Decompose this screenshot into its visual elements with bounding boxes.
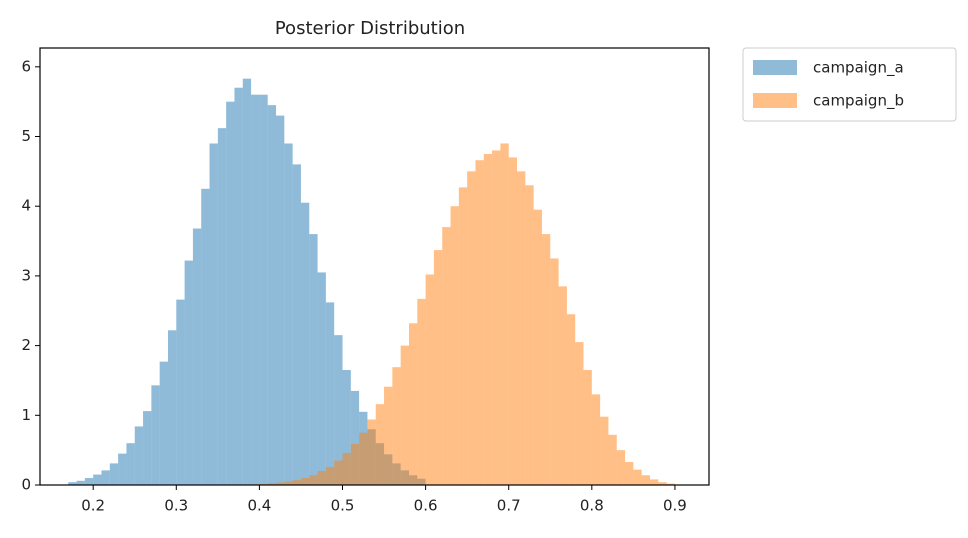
histogram-bar [534, 210, 542, 485]
axes-frame [40, 48, 709, 485]
histogram-bar [600, 417, 608, 485]
histogram-bar [193, 229, 201, 485]
histogram-bar [85, 478, 93, 485]
plot-area [68, 79, 675, 485]
histogram-bar [243, 79, 251, 485]
histogram-bar [210, 143, 218, 485]
histogram-bar [268, 105, 276, 485]
y-tick-label: 1 [21, 406, 31, 424]
histogram-bar [351, 444, 359, 485]
x-tick-label: 0.2 [81, 497, 105, 515]
x-tick-label: 0.7 [497, 497, 521, 515]
y-tick-label: 5 [21, 127, 31, 145]
histogram-bar [318, 471, 326, 485]
histogram-bar [500, 143, 508, 485]
histogram-bar [168, 330, 176, 485]
histogram-bar [226, 102, 234, 485]
legend-swatch [753, 60, 797, 75]
histogram-bar [77, 481, 85, 485]
x-tick-label: 0.5 [331, 497, 355, 515]
histogram-bar [218, 128, 226, 485]
legend-label: campaign_b [813, 92, 904, 111]
histogram-bar [251, 95, 259, 485]
histogram-bar [326, 302, 334, 485]
histogram-bar [326, 467, 334, 485]
histogram-bar [160, 362, 168, 485]
histogram-bar [417, 299, 425, 485]
histogram-bar [434, 250, 442, 485]
histogram-bar [93, 475, 101, 485]
chart-title: Posterior Distribution [275, 18, 465, 39]
histogram-bar [475, 160, 483, 485]
histogram-bar [401, 346, 409, 485]
histogram-bar [575, 342, 583, 485]
histogram-bar [293, 164, 301, 485]
y-tick-label: 0 [21, 476, 31, 494]
x-tick-label: 0.6 [414, 497, 438, 515]
histogram-bar [309, 475, 317, 485]
histogram-bar [584, 370, 592, 485]
histogram-bar [642, 475, 650, 485]
x-tick-label: 0.3 [164, 497, 188, 515]
histogram-bar [459, 187, 467, 485]
histogram-bar [409, 323, 417, 485]
histogram-bar [276, 116, 284, 485]
histogram-bar [608, 435, 616, 485]
histogram-bar [442, 227, 450, 485]
y-tick-label: 4 [21, 197, 31, 215]
legend-label: campaign_a [813, 59, 904, 78]
histogram-bar [101, 470, 109, 485]
histogram-bar [334, 461, 342, 485]
histogram-bar [118, 454, 126, 485]
histogram-bar [110, 463, 118, 485]
histogram-bar [625, 462, 633, 485]
y-tick-label: 2 [21, 336, 31, 354]
histogram-bar [392, 367, 400, 485]
histogram-bar [284, 143, 292, 485]
histogram-bar [525, 185, 533, 485]
histogram-bar [550, 258, 558, 485]
histogram-bar [185, 261, 193, 485]
histogram-bar [426, 275, 434, 485]
legend-swatch [753, 93, 797, 108]
histogram-bar [301, 478, 309, 485]
histogram-bar [617, 450, 625, 485]
histogram-bar [135, 426, 143, 485]
histogram-bar [376, 404, 384, 485]
histogram-bar [367, 419, 375, 485]
histogram-bar [343, 453, 351, 485]
histogram-bar [259, 95, 267, 485]
histogram-bar [509, 157, 517, 485]
x-tick-label: 0.9 [663, 497, 687, 515]
histogram-bar [201, 189, 209, 485]
histogram-bar [151, 385, 159, 485]
histogram-bar [301, 203, 309, 485]
histogram-bar [467, 171, 475, 485]
histogram-bar [234, 88, 242, 485]
histogram-bar [293, 480, 301, 485]
histogram-bar [592, 394, 600, 485]
histogram-bar [567, 314, 575, 485]
histogram-bar [384, 387, 392, 485]
histogram-bar [492, 150, 500, 485]
histogram-bar [143, 411, 151, 485]
histogram-bar [559, 286, 567, 485]
histogram-bar [359, 433, 367, 485]
histogram-bar [126, 443, 134, 485]
histogram-bar [517, 171, 525, 485]
histogram-bar [309, 234, 317, 485]
histogram-bar [650, 479, 658, 485]
histogram-bar [542, 234, 550, 485]
x-tick-label: 0.4 [247, 497, 271, 515]
y-tick-label: 3 [21, 266, 31, 284]
histogram-bar [451, 206, 459, 485]
histogram-bar [176, 300, 184, 485]
histogram-bar [484, 154, 492, 485]
x-tick-label: 0.8 [580, 497, 604, 515]
y-tick-label: 6 [21, 57, 31, 75]
histogram-bar [633, 470, 641, 485]
histogram-bar [318, 272, 326, 485]
